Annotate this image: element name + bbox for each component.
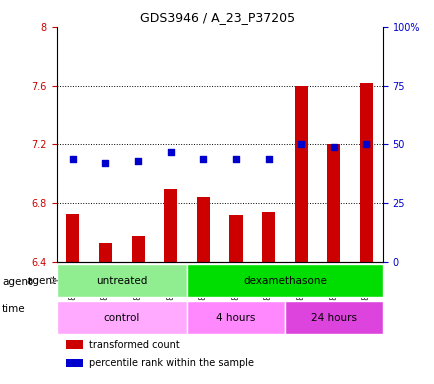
Bar xyxy=(359,83,372,262)
Point xyxy=(362,141,369,147)
Bar xyxy=(164,189,177,262)
Text: 24 hours: 24 hours xyxy=(310,313,356,323)
Point xyxy=(297,141,304,147)
Point xyxy=(167,149,174,155)
FancyBboxPatch shape xyxy=(187,301,284,334)
Text: percentile rank within the sample: percentile rank within the sample xyxy=(89,358,253,368)
Point xyxy=(232,156,239,162)
Text: time: time xyxy=(2,304,26,314)
Point xyxy=(69,156,76,162)
Bar xyxy=(131,236,144,262)
Bar xyxy=(294,86,307,262)
Bar xyxy=(66,341,82,349)
Point xyxy=(265,156,272,162)
Bar xyxy=(196,197,210,262)
Text: 4 hours: 4 hours xyxy=(216,313,255,323)
Bar xyxy=(66,214,79,262)
Text: dexamethasone: dexamethasone xyxy=(243,276,326,286)
Bar xyxy=(66,359,82,367)
Bar xyxy=(99,243,112,262)
FancyBboxPatch shape xyxy=(56,264,187,297)
Text: untreated: untreated xyxy=(96,276,147,286)
FancyBboxPatch shape xyxy=(284,301,382,334)
Bar xyxy=(229,215,242,262)
Text: agent: agent xyxy=(26,276,56,286)
Point xyxy=(199,156,207,162)
Text: agent: agent xyxy=(2,277,32,287)
Bar xyxy=(326,144,339,262)
Text: GDS3946 / A_23_P37205: GDS3946 / A_23_P37205 xyxy=(140,12,294,25)
Point xyxy=(102,160,108,166)
Text: control: control xyxy=(103,313,140,323)
FancyBboxPatch shape xyxy=(187,264,382,297)
Text: transformed count: transformed count xyxy=(89,340,180,350)
Point xyxy=(135,158,141,164)
Bar xyxy=(261,212,275,262)
FancyBboxPatch shape xyxy=(56,301,187,334)
Point xyxy=(330,144,337,150)
